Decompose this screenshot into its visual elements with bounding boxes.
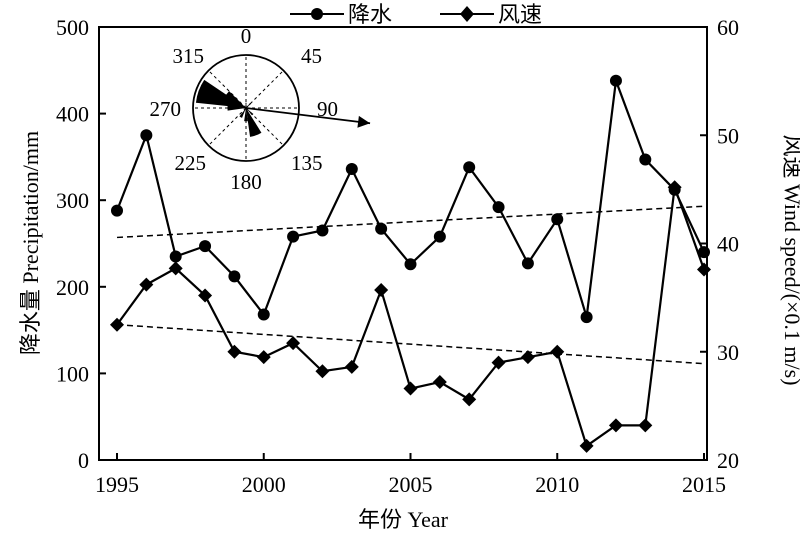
y-left-tick-label: 500 [56, 15, 89, 40]
x-axis-label: 年份 Year [358, 507, 449, 532]
marker-precip [698, 246, 710, 259]
legend-label-precip: 降水 [348, 2, 392, 27]
wind-rose-label-0: 0 [241, 24, 252, 48]
x-tick-label: 2015 [682, 472, 726, 497]
marker-wind [256, 350, 271, 365]
marker-precip [228, 270, 241, 283]
marker-precip [463, 161, 476, 174]
marker-precip [199, 240, 212, 253]
marker-precip [404, 258, 417, 271]
wind-rose-petal [246, 108, 254, 116]
wind-rose-petal [224, 91, 246, 108]
wind-rose-petal [244, 108, 248, 122]
trend-lines [116, 205, 705, 365]
y-right-tick-label: 60 [717, 15, 739, 40]
marker-precip [345, 163, 358, 176]
series-markers [110, 74, 711, 453]
wind-rose-label-45: 45 [301, 44, 322, 68]
wind-rose-spoke [208, 70, 247, 109]
y-left-tick-label: 400 [56, 102, 89, 127]
marker-precip [140, 129, 153, 142]
x-tick-label: 2010 [535, 472, 579, 497]
series-line-wind [116, 186, 706, 448]
marker-wind [638, 418, 653, 433]
y-axis-label-left: 降水量 Precipitation/mm [18, 131, 43, 355]
wind-rose-spoke [208, 107, 247, 146]
marker-wind [579, 438, 594, 453]
wind-rose-inset: 0 45 90 135 180 225 270 315 [150, 24, 371, 194]
marker-precip [169, 250, 182, 263]
y-right-tick-label: 40 [717, 232, 739, 257]
wind-rose-petal [246, 108, 262, 137]
wind-rose-arrow-head [357, 115, 371, 128]
marker-precip [521, 257, 534, 270]
marker-precip [492, 201, 505, 214]
wind-rose-label-225: 225 [175, 151, 207, 175]
x-tick-label: 2005 [389, 472, 433, 497]
legend-marker-precip [311, 8, 323, 20]
x-tick-label: 1995 [95, 472, 139, 497]
marker-wind [344, 359, 359, 374]
marker-precip [551, 213, 564, 226]
marker-wind [520, 350, 535, 365]
x-tick-label: 2000 [242, 472, 286, 497]
wind-rose-label-270: 270 [150, 97, 182, 121]
marker-precip [609, 74, 622, 87]
y-left-tick-label: 200 [56, 275, 89, 300]
marker-wind [667, 180, 682, 195]
marker-wind [697, 262, 711, 277]
wind-rose-petal [246, 103, 251, 108]
y-right-tick-label: 20 [717, 448, 739, 473]
marker-precip [287, 230, 300, 243]
marker-wind [374, 283, 389, 298]
legend: 降水 风速 [290, 2, 542, 27]
wind-rose-petal [245, 102, 247, 108]
y-left-tick-label: 100 [56, 361, 89, 386]
trend-line-precip [116, 205, 705, 239]
marker-precip [316, 224, 329, 237]
legend-label-wind: 风速 [498, 2, 542, 27]
y-right-tick-label: 30 [717, 340, 739, 365]
axis-ticks: 1995 2000 2005 2010 201501002003004005002030… [56, 15, 739, 497]
marker-precip [257, 308, 270, 321]
wind-rose-petal [239, 108, 246, 118]
marker-wind [432, 375, 447, 390]
marker-wind [491, 355, 506, 370]
wind-rose-label-135: 135 [291, 151, 323, 175]
marker-wind [608, 418, 623, 433]
marker-wind [168, 261, 183, 276]
wind-rose-label-90: 90 [317, 97, 338, 121]
marker-precip [639, 153, 652, 166]
marker-wind [403, 381, 418, 396]
wind-rose-label-315: 315 [173, 44, 205, 68]
wind-rose-petal [227, 105, 246, 111]
marker-wind [110, 317, 124, 332]
trend-line-wind [116, 323, 705, 365]
legend-marker-wind [460, 6, 474, 22]
y-axis-label-right: 风速 Wind speed/(×0.1 m/s) [780, 134, 800, 385]
y-left-tick-label: 0 [78, 448, 89, 473]
marker-precip [433, 230, 446, 243]
marker-wind [198, 288, 213, 303]
marker-wind [550, 344, 565, 359]
marker-wind [139, 277, 154, 292]
wind-rose-spoke [245, 70, 284, 109]
plot-frame [98, 26, 708, 461]
wind-rose-label-180: 180 [230, 170, 262, 194]
marker-precip [375, 222, 388, 235]
wind-rose-arrow-shaft [245, 107, 371, 125]
marker-wind [462, 392, 477, 407]
marker-wind [286, 336, 301, 351]
y-left-tick-label: 300 [56, 188, 89, 213]
marker-wind [315, 364, 330, 379]
marker-precip [111, 204, 123, 217]
marker-wind [227, 344, 242, 359]
marker-precip [580, 311, 593, 324]
y-right-tick-label: 50 [717, 123, 739, 148]
